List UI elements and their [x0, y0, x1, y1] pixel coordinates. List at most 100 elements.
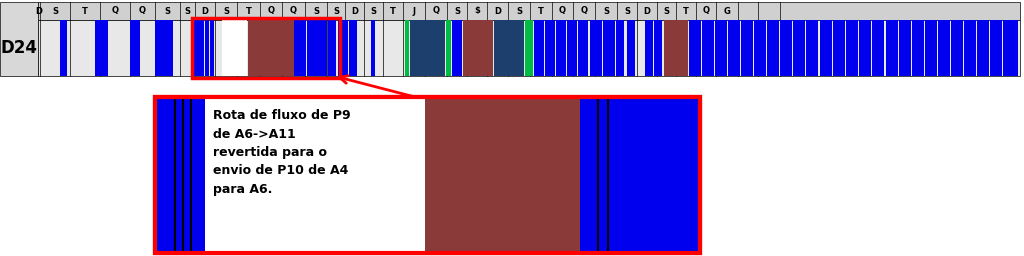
- Bar: [793, 20, 805, 76]
- Text: T: T: [683, 6, 689, 16]
- Text: S: S: [223, 6, 229, 16]
- Bar: [193, 20, 204, 76]
- Bar: [155, 97, 700, 253]
- Text: S: S: [624, 6, 630, 16]
- Bar: [578, 20, 588, 76]
- Bar: [222, 20, 247, 76]
- Bar: [603, 20, 615, 76]
- Bar: [525, 20, 534, 76]
- Bar: [406, 20, 409, 76]
- Bar: [645, 20, 653, 76]
- Bar: [780, 20, 792, 76]
- Text: S: S: [184, 6, 190, 16]
- Bar: [654, 20, 662, 76]
- Bar: [494, 20, 524, 76]
- Bar: [806, 20, 818, 76]
- Bar: [307, 20, 319, 76]
- Text: S: S: [603, 6, 609, 16]
- Bar: [248, 20, 294, 76]
- Bar: [1002, 20, 1018, 76]
- Text: D: D: [494, 6, 501, 16]
- Bar: [715, 20, 727, 76]
- Bar: [463, 20, 493, 76]
- Bar: [60, 20, 67, 76]
- Bar: [728, 20, 740, 76]
- Text: D: D: [36, 6, 43, 16]
- Bar: [754, 20, 766, 76]
- Text: S: S: [371, 6, 377, 16]
- Text: Q: Q: [432, 6, 439, 16]
- Bar: [155, 97, 205, 253]
- Text: $: $: [474, 6, 480, 16]
- Bar: [95, 20, 108, 76]
- Text: S: S: [52, 6, 58, 16]
- Bar: [556, 20, 566, 76]
- Bar: [338, 20, 348, 76]
- Text: D24: D24: [0, 39, 38, 57]
- Bar: [130, 20, 140, 76]
- Text: S: S: [165, 6, 171, 16]
- Bar: [545, 20, 555, 76]
- Text: S: S: [454, 6, 460, 16]
- Text: D: D: [202, 6, 209, 16]
- Bar: [446, 20, 451, 76]
- Text: G: G: [724, 6, 730, 16]
- Text: Q: Q: [267, 6, 274, 16]
- Bar: [964, 20, 976, 76]
- Bar: [872, 20, 884, 76]
- Bar: [833, 20, 845, 76]
- Bar: [294, 20, 306, 76]
- Text: S: S: [664, 6, 670, 16]
- Bar: [925, 20, 937, 76]
- Bar: [155, 20, 173, 76]
- Text: T: T: [246, 6, 252, 16]
- Bar: [977, 20, 989, 76]
- Bar: [616, 20, 624, 76]
- Bar: [328, 20, 336, 76]
- Bar: [951, 20, 963, 76]
- Bar: [38, 2, 1020, 20]
- Bar: [912, 20, 924, 76]
- Text: Q: Q: [559, 6, 566, 16]
- Bar: [580, 97, 700, 253]
- Bar: [0, 2, 38, 76]
- Bar: [767, 20, 779, 76]
- Bar: [689, 20, 701, 76]
- Bar: [425, 97, 580, 253]
- Bar: [590, 20, 602, 76]
- Text: Rota de fluxo de P9
de A6->A11
revertida para o
envio de P10 de A4
para A6.: Rota de fluxo de P9 de A6->A11 revertida…: [213, 109, 350, 196]
- Bar: [371, 20, 375, 76]
- Bar: [452, 20, 462, 76]
- Text: D: D: [351, 6, 358, 16]
- Text: T: T: [538, 6, 544, 16]
- Text: Q: Q: [290, 6, 297, 16]
- Bar: [846, 20, 858, 76]
- Bar: [38, 20, 1020, 76]
- Text: S: S: [313, 6, 319, 16]
- Bar: [741, 20, 753, 76]
- Text: T: T: [390, 6, 396, 16]
- Bar: [319, 20, 327, 76]
- Bar: [886, 20, 898, 76]
- Bar: [567, 20, 577, 76]
- Text: Q: Q: [112, 6, 119, 16]
- Text: D: D: [643, 6, 650, 16]
- Bar: [820, 20, 831, 76]
- Bar: [534, 20, 544, 76]
- Text: Q: Q: [702, 6, 710, 16]
- Text: S: S: [333, 6, 339, 16]
- Bar: [859, 20, 871, 76]
- Bar: [155, 97, 700, 253]
- Bar: [899, 20, 911, 76]
- Bar: [205, 20, 209, 76]
- Bar: [410, 20, 445, 76]
- Text: T: T: [82, 6, 88, 16]
- Text: J: J: [413, 6, 416, 16]
- Bar: [990, 20, 1002, 76]
- Text: Q: Q: [139, 6, 146, 16]
- Text: Q: Q: [581, 6, 588, 16]
- Bar: [349, 20, 357, 76]
- Text: S: S: [516, 6, 522, 16]
- Bar: [205, 97, 425, 253]
- Bar: [193, 18, 340, 78]
